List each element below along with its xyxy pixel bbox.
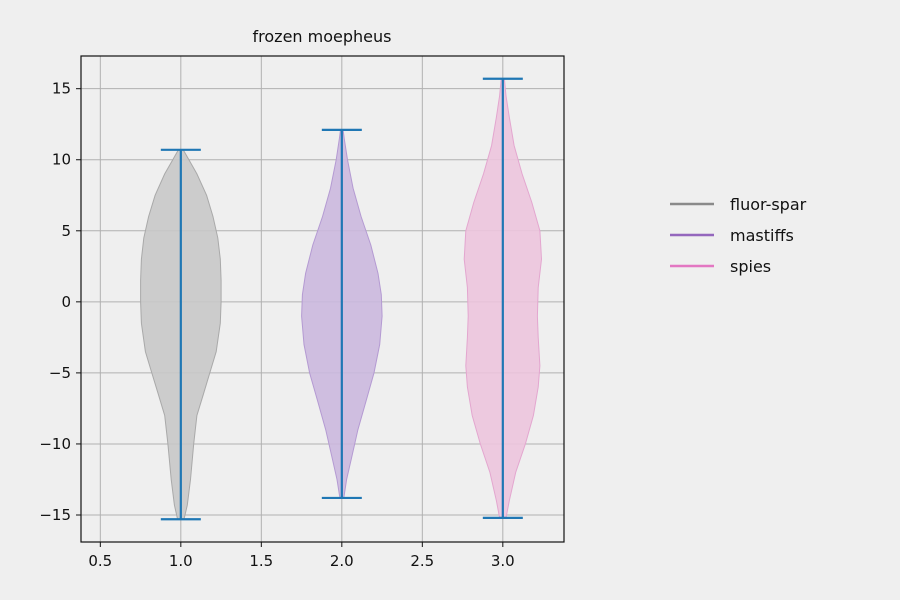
y-tick-label: 10 bbox=[52, 151, 71, 169]
x-tick-label: 1.5 bbox=[249, 552, 273, 570]
y-axis: −15 −10 −5 0 5 10 15 bbox=[39, 80, 81, 524]
x-tick-label: 2.5 bbox=[410, 552, 434, 570]
y-tick-label: −15 bbox=[39, 506, 71, 524]
x-tick-label: 1.0 bbox=[169, 552, 193, 570]
x-tick-label: 3.0 bbox=[491, 552, 515, 570]
x-tick-label: 2.0 bbox=[330, 552, 354, 570]
plot-area-frame bbox=[80, 55, 565, 543]
violin-whiskers bbox=[160, 77, 523, 521]
legend-label-fluor-spar: fluor-spar bbox=[730, 195, 807, 214]
legend-label-spies: spies bbox=[730, 257, 771, 276]
y-tick-label: 5 bbox=[61, 222, 71, 240]
y-tick-label: −5 bbox=[49, 364, 71, 382]
legend: fluor-spar mastiffs spies bbox=[670, 195, 807, 276]
y-tick-label: −10 bbox=[39, 435, 71, 453]
y-tick-label: 15 bbox=[52, 80, 71, 98]
chart-title: frozen moepheus bbox=[253, 27, 392, 46]
x-axis: 0.5 1.0 1.5 2.0 2.5 3.0 bbox=[88, 542, 515, 570]
x-tick-label: 0.5 bbox=[88, 552, 112, 570]
legend-label-mastiffs: mastiffs bbox=[730, 226, 794, 245]
y-tick-label: 0 bbox=[61, 293, 71, 311]
